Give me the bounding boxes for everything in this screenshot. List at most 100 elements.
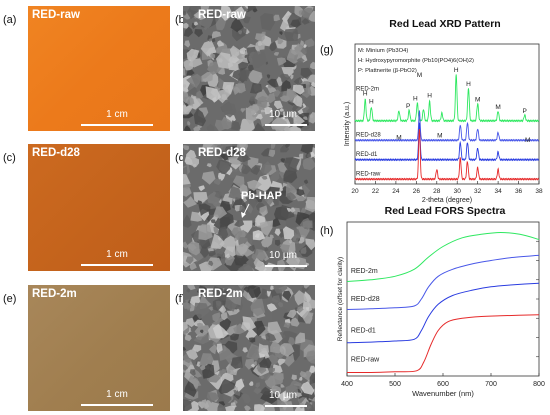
sem-grain [240, 192, 249, 199]
xrd-peak-label: M [396, 134, 401, 141]
sem-grain [305, 350, 315, 362]
sem-grain [212, 312, 221, 323]
sem-grain [217, 88, 231, 104]
sem-grain [269, 41, 277, 52]
sem-grain [184, 381, 197, 398]
panel-label-a: (a) [3, 14, 17, 26]
panel-title: RED-raw [198, 9, 246, 21]
sem-grain [309, 112, 315, 124]
xrd-peak-label: P [406, 103, 410, 110]
sem-grain [218, 344, 235, 361]
sem-grain [183, 241, 189, 249]
sem-grain [209, 344, 218, 355]
sem-grain [283, 170, 298, 183]
sem-grain [238, 285, 245, 290]
fors-curve-label: RED-raw [351, 356, 380, 363]
sem-grain [235, 255, 247, 265]
sem-grain [277, 57, 287, 66]
sem-grain [269, 168, 280, 184]
sem-grain [282, 290, 292, 302]
sem-grain [184, 125, 191, 131]
sem-grain [185, 149, 197, 159]
sem-grain [242, 16, 251, 24]
panel-title: RED-2m [198, 288, 243, 300]
sem-grain [291, 374, 297, 381]
xrd-peak-label: M [417, 72, 422, 79]
sem-grain [197, 200, 203, 206]
sem-grain [203, 26, 208, 30]
sem-grain [305, 196, 315, 213]
sem-grain [250, 165, 261, 175]
sem-grain [247, 285, 261, 299]
xrd-curve-label: RED-d1 [356, 152, 378, 158]
sem-grain [305, 238, 315, 251]
sem-grain [213, 178, 222, 186]
sem-grain [193, 369, 203, 378]
sem-grain [206, 124, 215, 131]
sem-grain [211, 31, 222, 39]
scale-bar-label: 10 μm [269, 109, 297, 120]
xrd-x-tick-label: 26 [413, 188, 421, 195]
sem-grain [300, 381, 315, 395]
sem-grain [307, 298, 315, 309]
sem-grain [242, 347, 248, 353]
sem-grain [298, 376, 303, 381]
sem-grain [286, 207, 292, 213]
sem-grain [212, 298, 224, 311]
sem-grain [252, 8, 258, 13]
sem-grain [208, 260, 214, 267]
sem-grain [295, 332, 306, 344]
sem-grain [273, 373, 284, 381]
sem-grain [284, 28, 299, 42]
sem-grain [287, 250, 294, 257]
sem-grain [260, 386, 273, 395]
sem-grain [193, 302, 210, 320]
sem-grain [264, 352, 270, 359]
fors-chart: 400 500 600 700 800 Wavenumber (nm) Reflectanc… [337, 221, 545, 398]
sem-grain [283, 322, 291, 329]
sem-grain [217, 249, 224, 255]
sem-grain [286, 254, 301, 267]
photo-red-raw: RED-raw 1 cm [28, 6, 170, 131]
sem-grain [199, 365, 206, 371]
sem-grain [250, 82, 263, 94]
sem-grain [193, 11, 205, 20]
sem-grain [246, 196, 259, 209]
scale-bar [81, 264, 153, 266]
sem-grain [183, 346, 187, 351]
scale-bar [81, 124, 153, 126]
sem-grain [185, 157, 199, 168]
xrd-plot-frame [354, 43, 540, 185]
sem-grain [216, 42, 229, 56]
sem-grain [183, 91, 190, 104]
sem-grain [293, 77, 303, 86]
sem-grain [304, 401, 315, 411]
sem-grain [185, 317, 195, 328]
sem-grain [288, 238, 293, 244]
sem-grain [232, 6, 245, 20]
sem-grain [265, 93, 276, 104]
xrd-y-axis-label: Intensity (a.u.) [344, 102, 351, 146]
sem-grain [297, 57, 305, 64]
sem-grain [242, 316, 257, 332]
xrd-peak-label: H [369, 98, 374, 105]
sem-grain [228, 186, 243, 200]
sem-grain [300, 67, 313, 79]
sem-grain [183, 145, 190, 151]
xrd-peak-label: H [363, 91, 368, 98]
sem-grain [194, 29, 203, 38]
sem-grain [186, 69, 195, 76]
sem-grain [220, 312, 228, 321]
xrd-series-red-d28 [354, 110, 540, 142]
sem-grain [303, 285, 310, 289]
sem-grain [191, 22, 197, 29]
sem-grain [183, 173, 191, 185]
sem-grain [183, 68, 186, 76]
sem-grain [266, 74, 271, 79]
sem-grain [253, 388, 262, 395]
sem-grain [284, 144, 290, 148]
panel-label-c: (c) [3, 152, 16, 164]
fors-chart-title: Red Lead FORS Spectra [384, 205, 506, 217]
sem-grain [309, 372, 315, 385]
sem-grain [183, 186, 192, 197]
